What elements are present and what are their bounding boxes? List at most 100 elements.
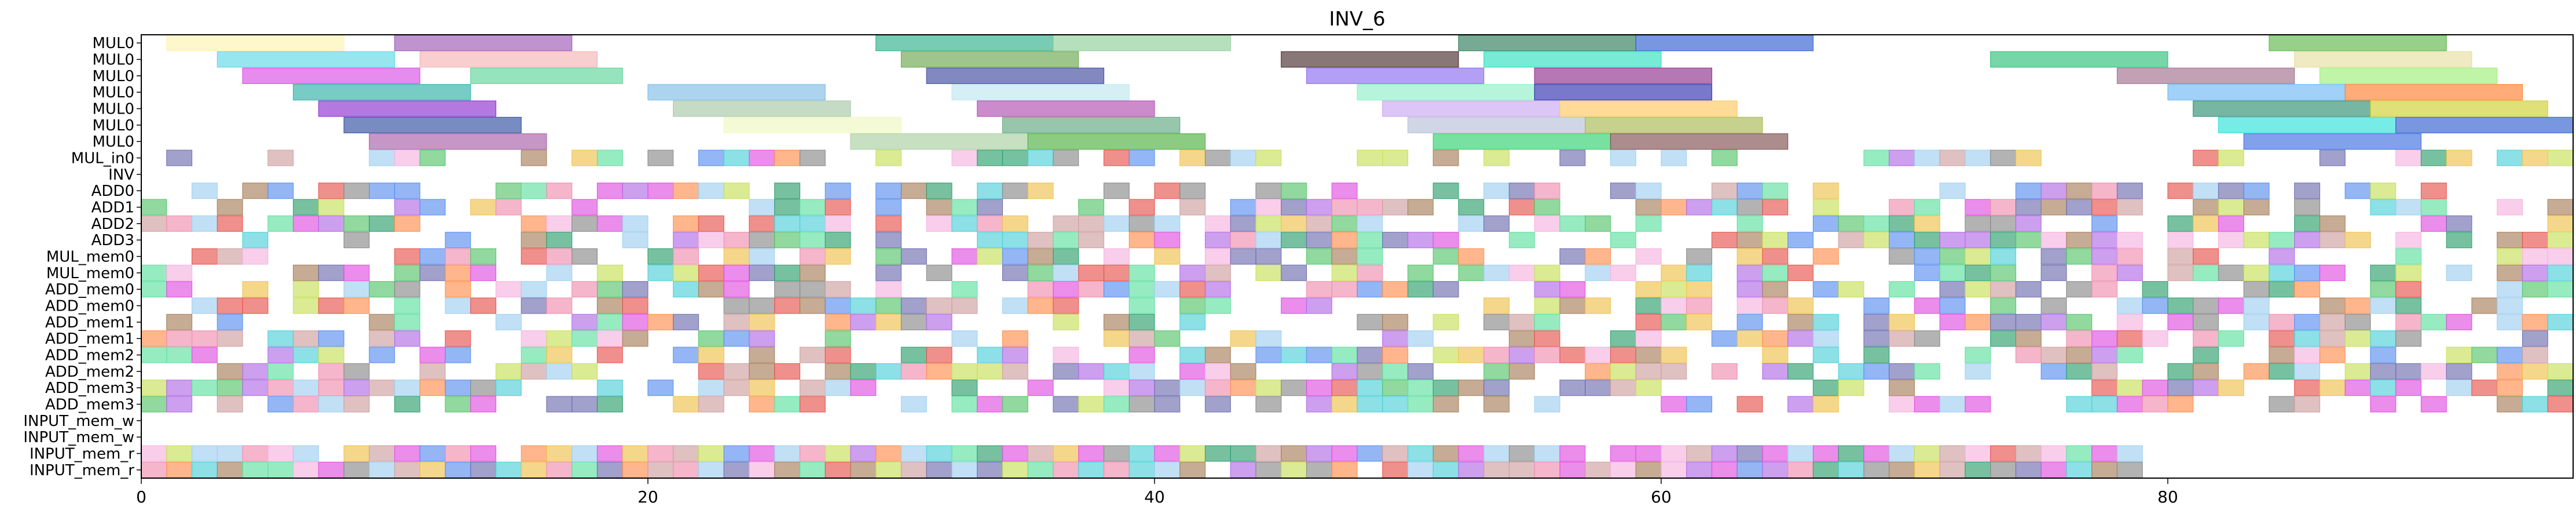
op-block bbox=[647, 248, 674, 265]
op-block bbox=[445, 281, 471, 298]
op-block bbox=[2243, 183, 2270, 199]
op-block bbox=[1255, 445, 1282, 462]
op-block bbox=[1357, 199, 1383, 216]
op-block bbox=[1508, 314, 1535, 330]
op-block bbox=[900, 461, 927, 478]
op-block bbox=[2420, 314, 2447, 330]
task-bar bbox=[926, 67, 1105, 84]
op-block bbox=[1255, 199, 1282, 216]
op-block bbox=[673, 232, 699, 249]
op-block bbox=[369, 347, 395, 363]
op-block bbox=[369, 281, 395, 298]
y-axis: MUL0MUL0MUL0MUL0MUL0MUL0MUL0MUL_in0INVAD… bbox=[23, 35, 141, 479]
op-block bbox=[2497, 297, 2523, 314]
op-block bbox=[1635, 380, 1662, 396]
op-block bbox=[1179, 363, 1206, 380]
op-block bbox=[799, 396, 826, 413]
op-block bbox=[571, 150, 598, 166]
op-block bbox=[1382, 330, 1409, 347]
op-block bbox=[799, 461, 826, 478]
op-block bbox=[1610, 150, 1636, 166]
op-block bbox=[2319, 215, 2346, 232]
op-block bbox=[1635, 445, 1662, 462]
op-block bbox=[1230, 445, 1256, 462]
op-block bbox=[1483, 363, 1510, 380]
op-block bbox=[1787, 396, 1814, 413]
op-block bbox=[647, 150, 674, 166]
op-block bbox=[2269, 281, 2295, 298]
op-block bbox=[1990, 297, 2017, 314]
op-block bbox=[1686, 281, 1713, 298]
task-bar bbox=[1585, 116, 1763, 133]
op-block bbox=[2040, 248, 2067, 265]
task-bar bbox=[394, 35, 573, 52]
op-block bbox=[1078, 461, 1105, 478]
op-block bbox=[2193, 215, 2219, 232]
op-block bbox=[2294, 380, 2321, 396]
op-block bbox=[1103, 248, 1130, 265]
op-block bbox=[1585, 248, 1611, 265]
op-block bbox=[596, 347, 623, 363]
op-block bbox=[2218, 297, 2244, 314]
op-block bbox=[2091, 461, 2118, 478]
op-block bbox=[571, 281, 598, 298]
op-block bbox=[749, 380, 775, 396]
op-block bbox=[268, 380, 294, 396]
op-block bbox=[292, 330, 319, 347]
op-block bbox=[825, 314, 851, 330]
op-block bbox=[926, 199, 952, 216]
op-block bbox=[571, 363, 598, 380]
op-block bbox=[698, 461, 724, 478]
op-block bbox=[951, 199, 978, 216]
op-block bbox=[217, 215, 243, 232]
op-block bbox=[900, 396, 927, 413]
op-block bbox=[2370, 330, 2397, 347]
op-block bbox=[1914, 297, 1940, 314]
op-block bbox=[1508, 461, 1535, 478]
op-block bbox=[1407, 461, 1434, 478]
op-block bbox=[394, 297, 420, 314]
op-block bbox=[2344, 330, 2371, 347]
task-bar bbox=[1610, 133, 1789, 150]
op-block bbox=[1762, 461, 1789, 478]
op-block bbox=[1990, 199, 2017, 216]
op-block bbox=[2294, 314, 2321, 330]
op-block bbox=[470, 396, 497, 413]
op-block bbox=[1255, 461, 1282, 478]
op-block bbox=[977, 183, 1003, 199]
op-block bbox=[926, 297, 952, 314]
op-block bbox=[1128, 314, 1155, 330]
op-block bbox=[596, 461, 623, 478]
op-block bbox=[445, 297, 471, 314]
op-block bbox=[1382, 347, 1409, 363]
op-block bbox=[1053, 264, 1079, 281]
x-tick-label: 60 bbox=[1651, 487, 1672, 507]
op-block bbox=[1078, 232, 1105, 249]
op-block bbox=[394, 314, 420, 330]
op-block bbox=[1736, 445, 1763, 462]
op-block bbox=[2142, 281, 2168, 298]
op-block bbox=[521, 347, 547, 363]
op-block bbox=[723, 380, 750, 396]
op-block bbox=[2167, 380, 2194, 396]
op-block bbox=[1432, 396, 1459, 413]
op-block bbox=[2395, 248, 2422, 265]
task-bar bbox=[2193, 100, 2371, 117]
op-block bbox=[343, 445, 370, 462]
op-block bbox=[1914, 248, 1940, 265]
op-block bbox=[2167, 183, 2194, 199]
op-block bbox=[1610, 232, 1636, 249]
op-block bbox=[2522, 314, 2548, 330]
op-block bbox=[1508, 232, 1535, 249]
op-block bbox=[521, 150, 547, 166]
op-block bbox=[2218, 232, 2244, 249]
op-block bbox=[774, 232, 801, 249]
op-block bbox=[394, 199, 420, 216]
op-block bbox=[774, 396, 801, 413]
op-block bbox=[2066, 396, 2093, 413]
op-block bbox=[825, 380, 851, 396]
op-block bbox=[596, 396, 623, 413]
op-block bbox=[1863, 297, 1890, 314]
op-block bbox=[1103, 314, 1130, 330]
op-block bbox=[1204, 248, 1231, 265]
